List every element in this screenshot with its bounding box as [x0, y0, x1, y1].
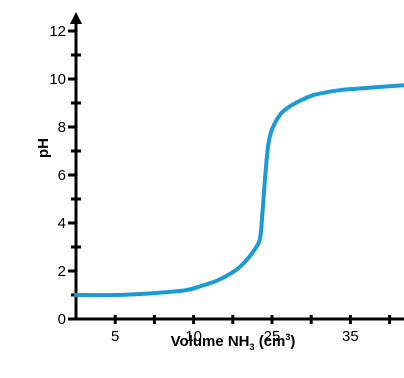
y-axis-title: pH — [35, 138, 52, 158]
x-axis-title-close: ) — [290, 333, 295, 350]
y-tick-label-4: 4 — [58, 215, 66, 232]
x-axis-title-main: Volume NH — [171, 333, 250, 350]
x-axis-title: Volume NH3 (cm3) — [171, 332, 296, 352]
x-tick-label-25: 25 — [264, 328, 281, 345]
series-line-0 — [74, 83, 404, 298]
y-tick-label-2: 2 — [58, 263, 66, 280]
x-tick-label-35: 35 — [342, 328, 359, 345]
x-axis-title-superscript: 3 — [285, 332, 290, 342]
x-axis-title-subscript: 3 — [250, 342, 255, 352]
y-tick-label-8: 8 — [58, 119, 66, 136]
y-tick-label-10: 10 — [49, 71, 66, 88]
y-axis-arrow — [70, 12, 82, 24]
x-axis-title-unit: (cm — [255, 333, 286, 350]
x-tick-label-5: 5 — [111, 328, 119, 345]
y-tick-label-12: 12 — [49, 23, 66, 40]
y-tick-label-0: 0 — [58, 311, 66, 328]
y-tick-label-6: 6 — [58, 167, 66, 184]
x-tick-label-10: 10 — [185, 328, 202, 345]
